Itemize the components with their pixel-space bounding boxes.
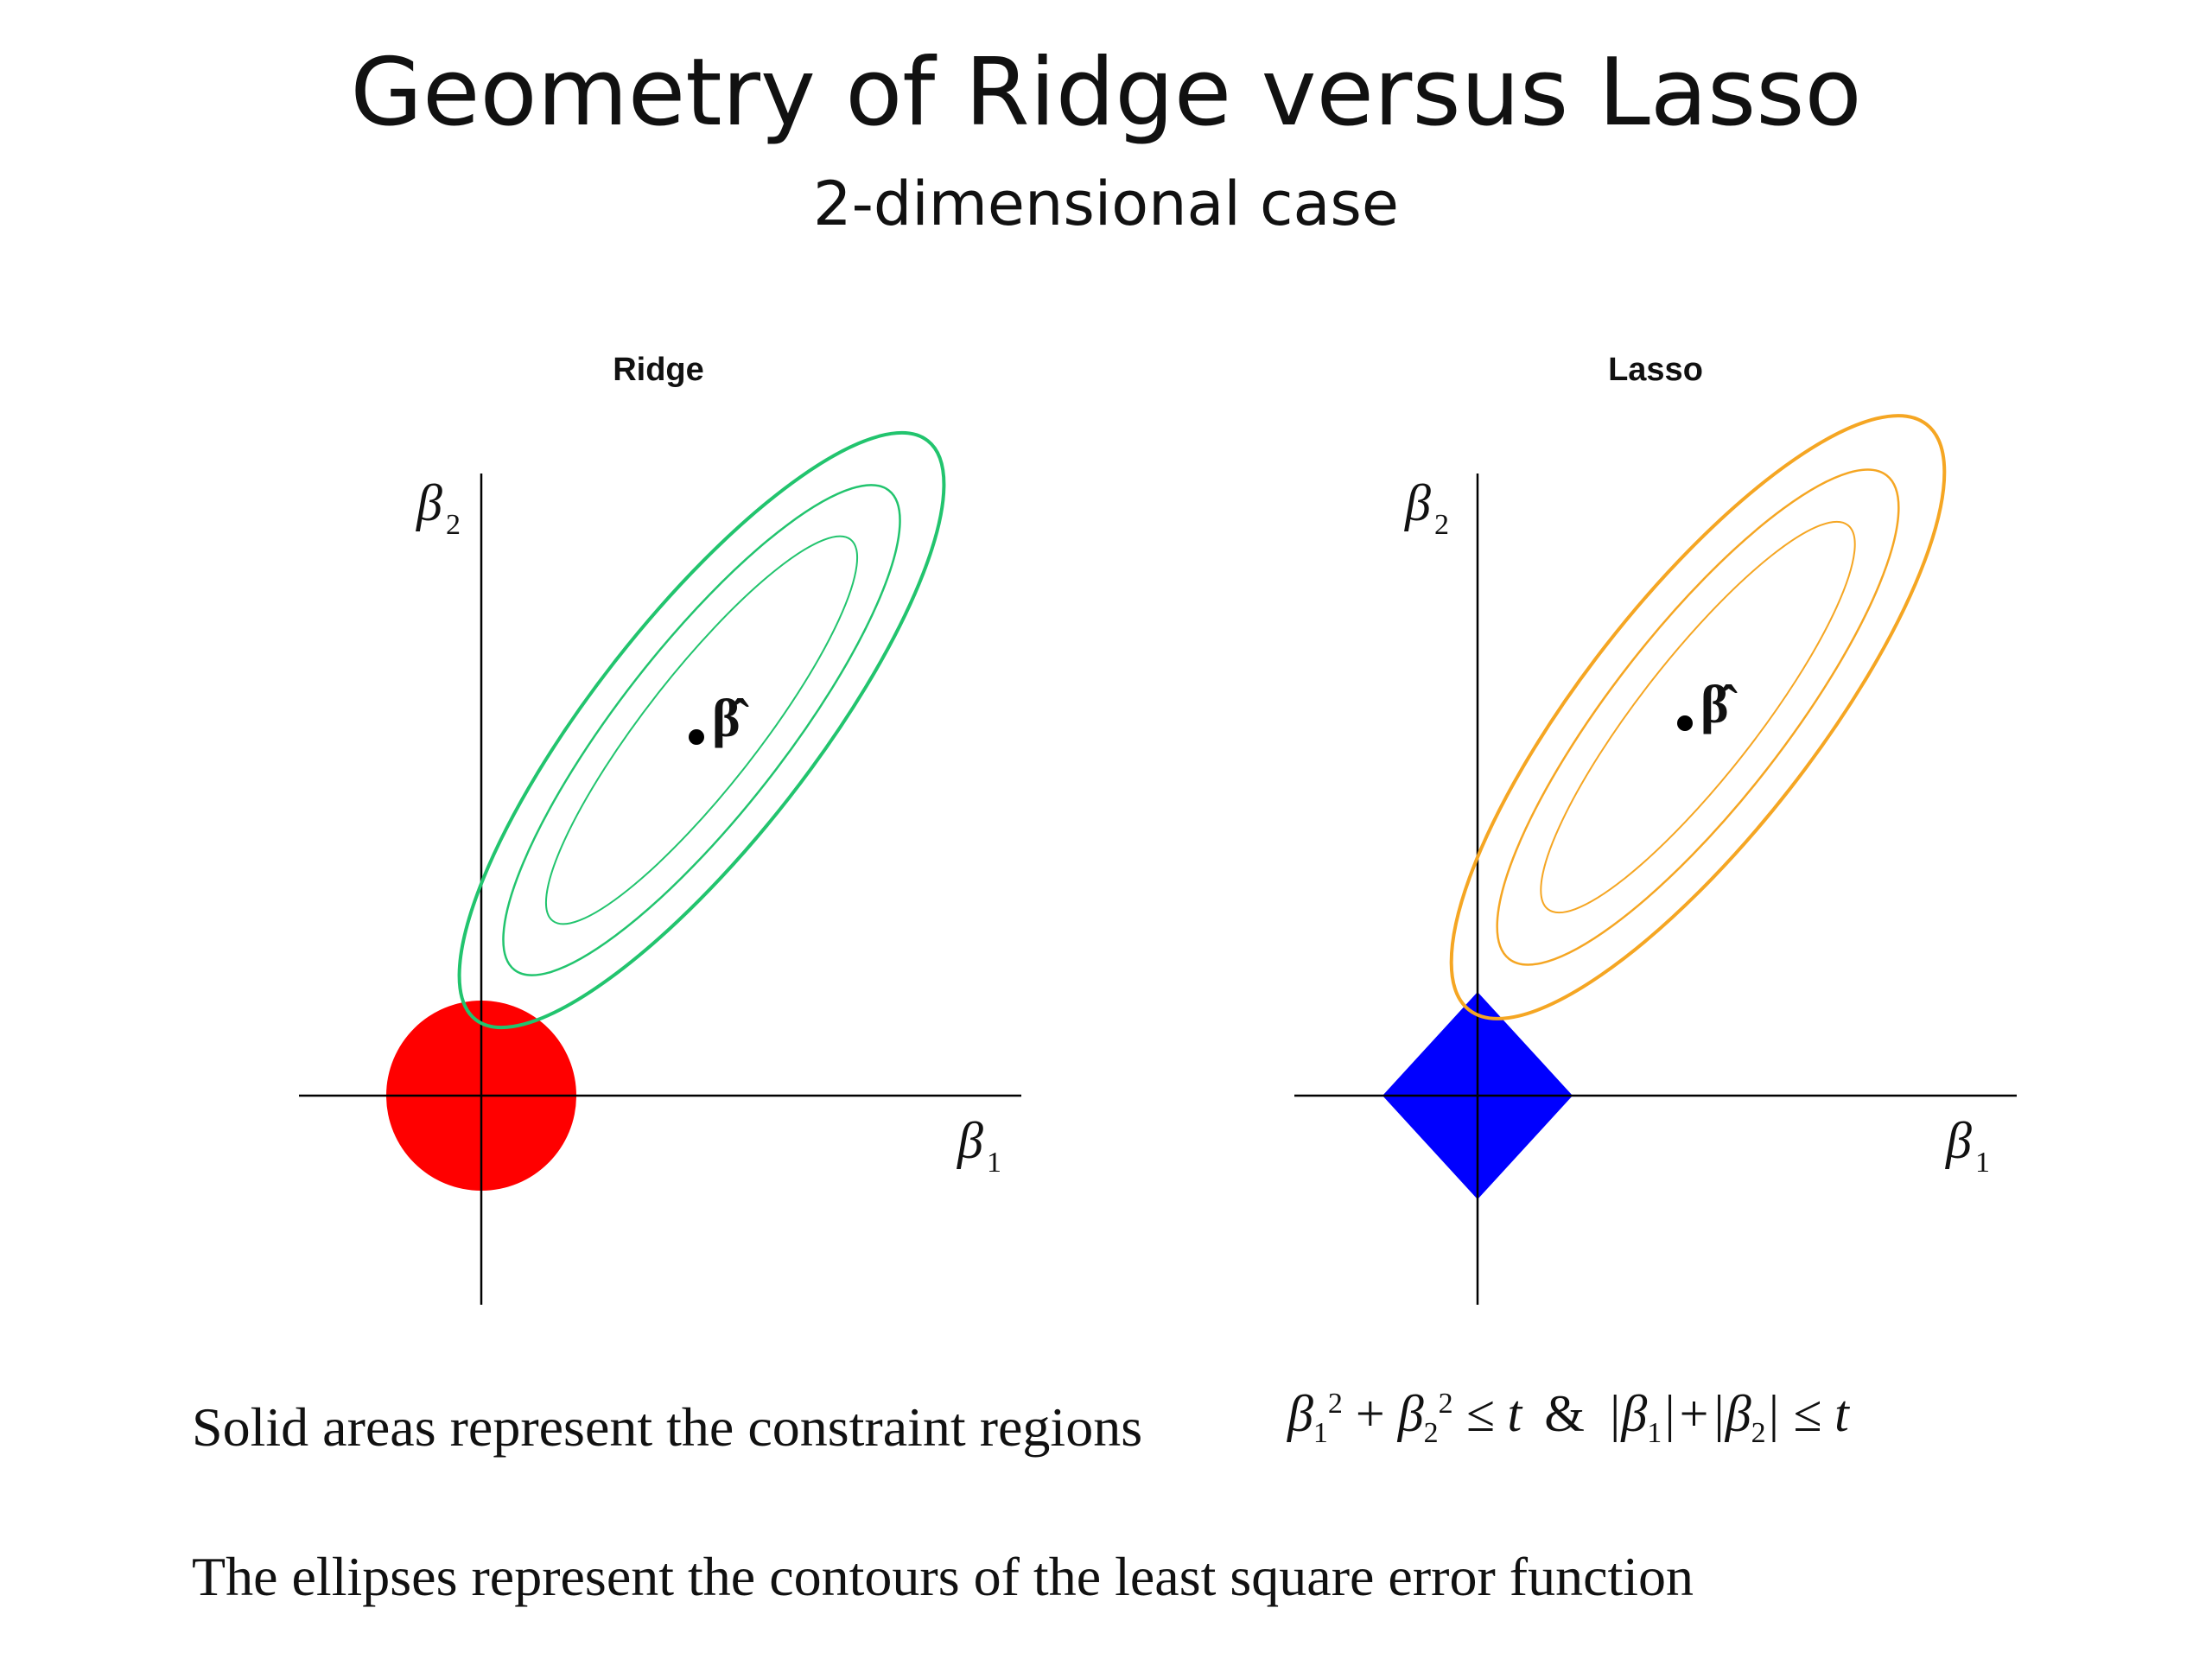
ridge-panel: Ridge β̂ β 2 β 1 [299,352,1021,1305]
slide-subtitle: 2-dimensional case [813,168,1399,239]
lasso-panel-title: Lasso [1608,352,1703,388]
constraint-formula: β12 + β22 ≤ t & |β1|+|β2| ≤ t [1287,1385,1849,1449]
svg-text:2: 2 [446,509,461,541]
lasso-beta2-label: β 2 [1404,474,1449,541]
ridge-panel-title: Ridge [613,352,704,388]
constraint-caption: Solid areas represent the constraint reg… [192,1396,1143,1458]
lasso-estimate-point [1677,715,1693,731]
svg-text:β: β [1404,474,1431,531]
lasso-estimate-label: β̂ [1700,676,1738,734]
svg-text:β: β [957,1112,983,1169]
ridge-beta2-label: β 2 [416,474,461,541]
lasso-contour-outer [1449,414,1947,1020]
ridge-contour-inner [544,535,859,925]
svg-text:1: 1 [987,1147,1001,1179]
ridge-beta1-label: β 1 [957,1112,1001,1179]
lasso-panel: Lasso β̂ β 2 β 1 [1294,352,2017,1305]
svg-text:β: β [416,474,442,531]
ridge-estimate-point [689,729,704,745]
ridge-contour-middle [502,484,901,976]
lasso-contour-middle [1496,468,1900,966]
ridge-estimate-label: β̂ [712,690,749,748]
svg-text:1: 1 [1975,1147,1990,1179]
lasso-contours [1449,414,1947,1020]
lasso-beta1-label: β 1 [1945,1112,1990,1179]
slide-title: Geometry of Ridge versus Lasso [350,39,1862,147]
ellipse-caption: The ellipses represent the contours of t… [192,1546,1694,1607]
lasso-contour-inner [1540,520,1856,914]
svg-text:β: β [1945,1112,1972,1169]
svg-text:2: 2 [1434,509,1449,541]
